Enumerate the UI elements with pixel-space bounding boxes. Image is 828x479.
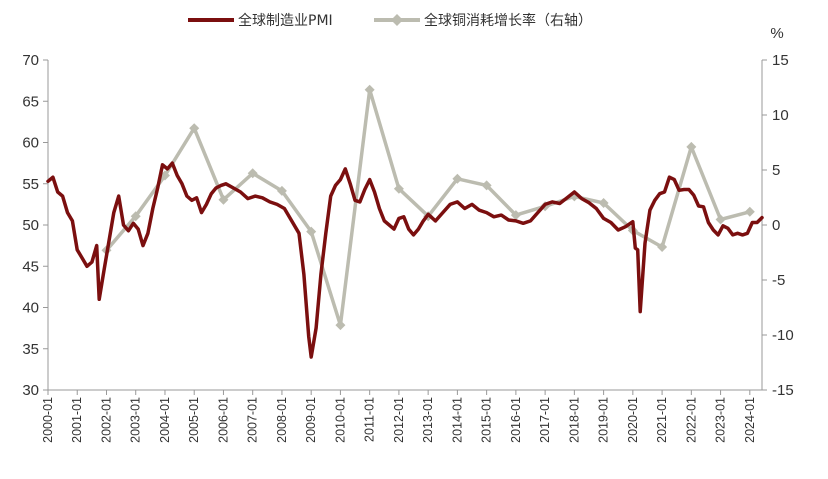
x-tick-label: 2011-01 bbox=[363, 397, 377, 442]
x-tick-label: 2021-01 bbox=[655, 397, 669, 443]
series-line-pmi bbox=[46, 161, 764, 359]
plot-area bbox=[46, 84, 764, 359]
series-point-copper bbox=[686, 141, 697, 152]
x-tick-label: 2022-01 bbox=[684, 397, 698, 443]
x-tick-label: 2013-01 bbox=[421, 397, 435, 443]
y-right-tick-label: -10 bbox=[772, 327, 794, 344]
y-right-tick-label: -5 bbox=[772, 272, 785, 289]
x-tick-label: 2024-01 bbox=[743, 397, 757, 443]
x-tick-label: 2017-01 bbox=[538, 397, 552, 443]
y-axis-left: 30 35 40 45 50 55 60 65 70 bbox=[22, 52, 48, 399]
y-left-tick-label: 60 bbox=[22, 135, 39, 152]
y-right-tick-label: -15 bbox=[772, 382, 794, 399]
y-left-tick-label: 50 bbox=[22, 217, 39, 234]
series-point-copper bbox=[510, 210, 521, 221]
x-tick-label: 2008-01 bbox=[275, 397, 289, 443]
y-left-tick-label: 30 bbox=[22, 382, 39, 399]
y-left-tick-label: 35 bbox=[22, 341, 39, 358]
x-tick-label: 2003-01 bbox=[129, 397, 143, 443]
x-axis: 2000-01 2001-01 2002-01 2003-01 2004-01 2005-… bbox=[41, 390, 757, 443]
series-point-copper bbox=[247, 168, 258, 179]
legend-marker-copper bbox=[391, 14, 403, 26]
x-tick-label: 2000-01 bbox=[41, 397, 55, 443]
x-tick-label: 2010-01 bbox=[333, 397, 347, 443]
y-right-tick-label: 0 bbox=[772, 217, 780, 234]
x-tick-label: 2020-01 bbox=[626, 397, 640, 443]
x-tick-label: 2014-01 bbox=[450, 397, 464, 443]
y-left-tick-label: 40 bbox=[22, 300, 39, 317]
y-right-tick-label: 5 bbox=[772, 162, 780, 179]
y-left-tick-label: 45 bbox=[22, 258, 39, 275]
x-tick-label: 2015-01 bbox=[480, 397, 494, 443]
x-tick-label: 2001-01 bbox=[70, 397, 84, 443]
series-point-copper bbox=[393, 183, 404, 194]
y-left-tick-label: 70 bbox=[22, 52, 39, 69]
legend-label-pmi: 全球制造业PMI bbox=[238, 12, 333, 29]
series-point-copper bbox=[130, 211, 141, 222]
x-tick-label: 2007-01 bbox=[246, 397, 260, 443]
series-point-copper bbox=[364, 84, 375, 95]
series-point-copper bbox=[481, 180, 492, 191]
series-point-copper bbox=[598, 198, 609, 208]
y-left-tick-label: 65 bbox=[22, 93, 39, 110]
series-point-copper bbox=[335, 320, 346, 331]
y-axis-right: -15 -10 -5 0 5 10 15 bbox=[762, 52, 794, 399]
y-right-tick-label: 15 bbox=[772, 52, 789, 69]
x-tick-label: 2016-01 bbox=[509, 397, 523, 443]
series-point-copper bbox=[452, 173, 463, 184]
series-point-copper bbox=[657, 242, 668, 252]
x-tick-label: 2002-01 bbox=[99, 397, 113, 443]
x-tick-label: 2006-01 bbox=[216, 397, 230, 443]
x-tick-label: 2012-01 bbox=[392, 397, 406, 443]
axes bbox=[47, 60, 763, 391]
series-point-copper bbox=[306, 226, 317, 237]
legend-label-copper: 全球铜消耗增长率（右轴） bbox=[424, 12, 592, 29]
x-tick-label: 2023-01 bbox=[714, 397, 728, 443]
x-tick-label: 2005-01 bbox=[187, 397, 201, 443]
series-point-copper bbox=[218, 194, 229, 205]
y-left-tick-label: 55 bbox=[22, 176, 39, 193]
series-point-copper bbox=[276, 185, 287, 196]
series-point-copper bbox=[715, 214, 726, 225]
x-tick-label: 2019-01 bbox=[597, 397, 611, 443]
legend: 全球制造业PMI 全球铜消耗增长率（右轴） bbox=[188, 12, 592, 29]
y-right-tick-label: 10 bbox=[772, 107, 789, 124]
x-tick-label: 2004-01 bbox=[158, 397, 172, 443]
x-tick-label: 2018-01 bbox=[567, 397, 581, 443]
series-point-copper bbox=[744, 206, 755, 217]
right-axis-unit: % bbox=[770, 25, 783, 42]
series-point-copper bbox=[189, 123, 200, 134]
x-tick-label: 2009-01 bbox=[304, 397, 318, 443]
